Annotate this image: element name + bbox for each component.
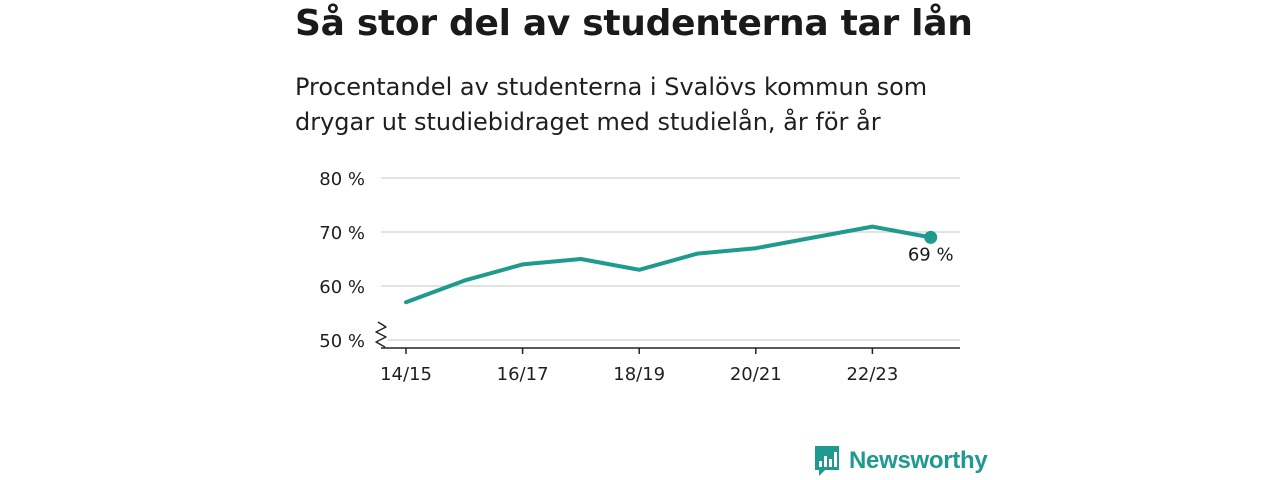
chart-title: Så stor del av studenterna tar lån bbox=[295, 3, 973, 44]
x-tick-label: 16/17 bbox=[497, 364, 549, 385]
end-point-label: 69 % bbox=[908, 244, 954, 265]
line-chart: 50 % 60 % 70 % 80 % 14/15 16/17 18/19 20/21 22/… bbox=[319, 169, 960, 385]
series: 69 % bbox=[404, 224, 954, 305]
chart-subtitle: Procentandel av studenterna i Svalövs ko… bbox=[295, 73, 928, 136]
bar-chart-speech-bubble-icon bbox=[815, 446, 839, 476]
y-tick-label: 80 % bbox=[319, 169, 365, 190]
axes bbox=[375, 321, 960, 354]
gridlines bbox=[381, 177, 960, 341]
end-point-marker bbox=[924, 230, 938, 244]
series-line bbox=[404, 224, 933, 305]
y-tick-label: 50 % bbox=[319, 331, 365, 352]
x-tick-label: 22/23 bbox=[846, 364, 898, 385]
x-tick-label: 20/21 bbox=[730, 364, 782, 385]
y-tick-labels: 50 % 60 % 70 % 80 % bbox=[319, 169, 365, 352]
y-tick-label: 60 % bbox=[319, 277, 365, 298]
y-tick-label: 70 % bbox=[319, 223, 365, 244]
x-tick-label: 18/19 bbox=[613, 364, 665, 385]
x-tick-labels: 14/15 16/17 18/19 20/21 22/23 bbox=[380, 364, 898, 385]
brand-logo: Newsworthy bbox=[813, 444, 988, 478]
axis-break-mark bbox=[375, 321, 387, 348]
brand-name: Newsworthy bbox=[849, 447, 988, 474]
x-tick-label: 14/15 bbox=[380, 364, 432, 385]
